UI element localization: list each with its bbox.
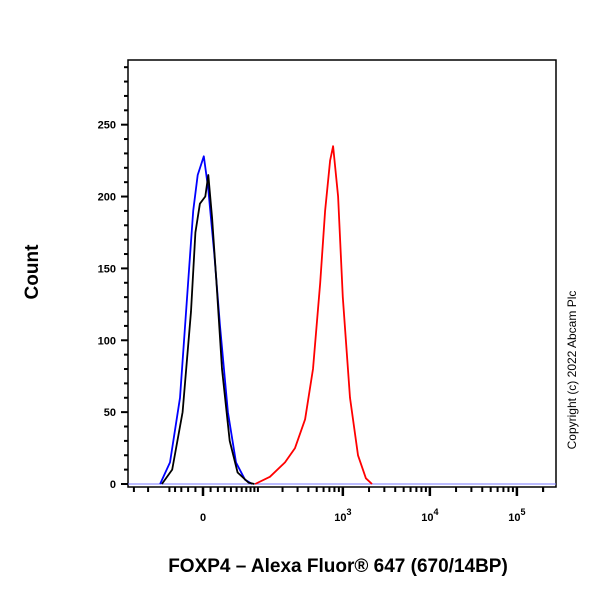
y-tick-label: 250 [98,120,116,132]
histogram-series-1 [161,174,255,485]
y-tick-label: 150 [98,263,116,275]
x-tick-label: 104 [421,507,438,524]
x-tick-label: 103 [334,507,351,524]
histogram-series-0 [159,155,253,485]
x-tick-label: 0 [200,512,206,524]
y-tick-label: 0 [110,479,116,491]
y-tick-label: 100 [98,335,116,347]
y-axis-label: Count [22,244,43,300]
copyright-text: Copyright (c) 2022 Abcam Plc [565,291,579,450]
x-tick-label: 105 [508,507,525,524]
y-tick-label: 50 [104,407,116,419]
histogram-series-2 [254,145,373,485]
y-tick-label: 200 [98,192,116,204]
x-axis-label: FOXP4 – Alexa Fluor® 647 (670/14BP) [168,556,508,577]
